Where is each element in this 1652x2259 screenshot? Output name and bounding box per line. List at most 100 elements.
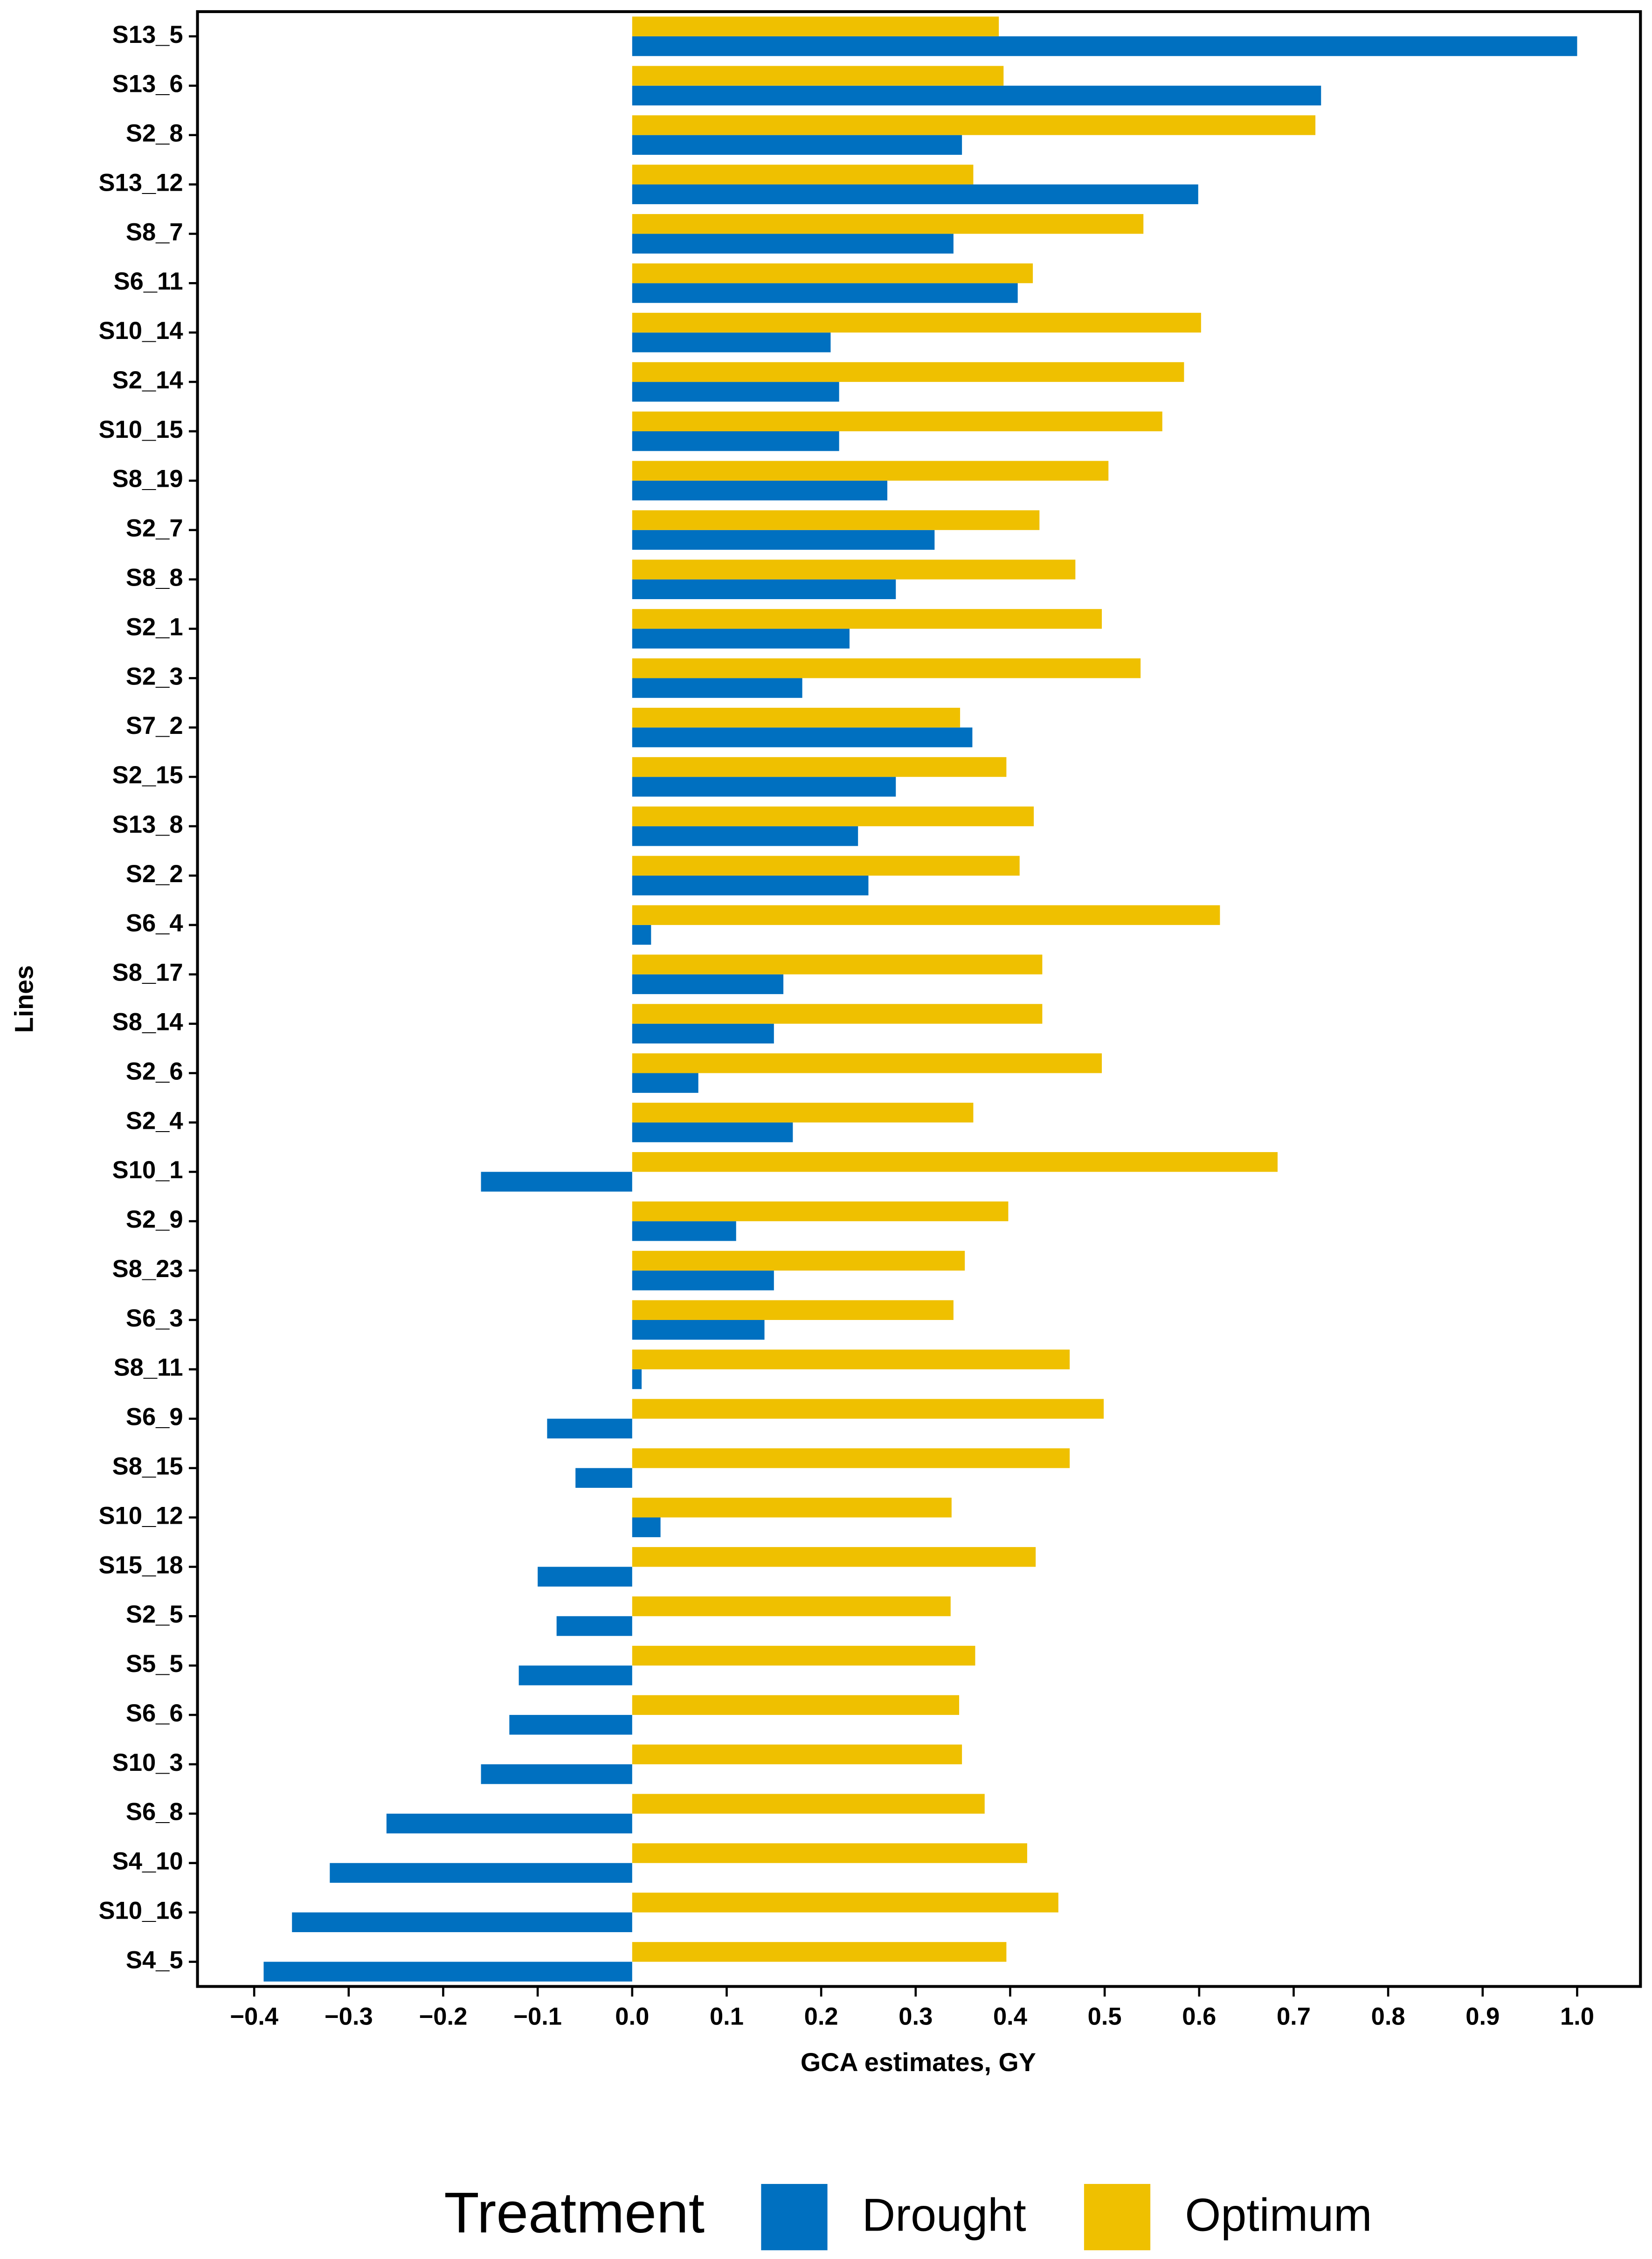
bar: [330, 1863, 632, 1883]
x-tick-label: −0.2: [419, 2003, 468, 2030]
bar: [632, 658, 1141, 678]
bar: [632, 1645, 975, 1666]
y-tick-label: S2_3: [126, 663, 183, 690]
bar: [263, 1962, 632, 1982]
bar: [632, 629, 850, 649]
y-tick-label: S2_15: [112, 761, 183, 789]
bar: [632, 480, 888, 501]
bar: [386, 1813, 632, 1834]
y-tick-label: S10_16: [98, 1897, 183, 1925]
y-tick-label: S2_8: [126, 120, 183, 147]
y-tick-label: S15_18: [98, 1551, 183, 1579]
bar: [632, 678, 802, 698]
bar: [632, 1843, 1027, 1863]
x-tick-label: −0.1: [513, 2003, 562, 2030]
bar: [632, 1744, 962, 1764]
y-tick-label: S6_11: [114, 268, 183, 295]
y-tick-label: S2_6: [126, 1057, 183, 1085]
bar: [481, 1172, 632, 1192]
bar: [632, 85, 1321, 106]
bar: [632, 1300, 954, 1320]
bar: [632, 1794, 985, 1814]
legend-swatch: [1084, 2184, 1151, 2251]
y-tick-label: S2_9: [126, 1206, 183, 1233]
y-tick-label: S13_8: [112, 811, 183, 838]
x-tick-label: 0.9: [1465, 2003, 1500, 2030]
y-tick-label: S6_9: [126, 1403, 183, 1431]
bar: [632, 925, 651, 945]
bar: [632, 461, 1109, 481]
x-tick-label: 0.3: [899, 2003, 933, 2030]
bar: [632, 332, 831, 352]
bar: [632, 66, 1004, 86]
bar: [632, 382, 839, 402]
bar: [632, 974, 784, 995]
x-tick-label: 0.0: [615, 2003, 649, 2030]
bar: [632, 214, 1144, 234]
bar: [632, 826, 858, 846]
bar: [632, 135, 962, 155]
bar: [632, 560, 1076, 580]
bar: [632, 757, 1007, 777]
bar: [632, 1893, 1058, 1913]
bar: [481, 1764, 632, 1784]
bar: [632, 905, 1220, 925]
legend-swatch: [761, 2184, 828, 2251]
bar: [632, 184, 1198, 204]
x-tick-label: 0.5: [1088, 2003, 1122, 2030]
bar: [632, 1399, 1104, 1419]
bar: [632, 727, 973, 747]
bar: [632, 312, 1201, 333]
y-tick-label: S10_12: [98, 1502, 183, 1529]
y-tick-label: S10_15: [98, 416, 183, 443]
bar: [632, 165, 974, 185]
y-tick-label: S8_17: [112, 959, 183, 987]
x-tick-label: 1.0: [1560, 2003, 1594, 2030]
bar: [632, 954, 1043, 974]
x-tick-label: 0.8: [1371, 2003, 1405, 2030]
y-tick-label: S2_4: [126, 1107, 183, 1134]
y-tick-label: S6_6: [126, 1699, 183, 1727]
bar: [632, 115, 1316, 135]
x-tick-label: 0.2: [804, 2003, 838, 2030]
y-tick-label: S13_6: [112, 70, 183, 98]
bar: [538, 1567, 632, 1587]
y-tick-label: S2_2: [126, 860, 183, 888]
bar: [632, 875, 869, 896]
bar: [632, 431, 839, 451]
y-tick-label: S6_4: [126, 910, 183, 937]
bar: [632, 1517, 661, 1537]
bar: [632, 1695, 960, 1715]
bar: [292, 1912, 632, 1932]
bar: [632, 510, 1040, 530]
x-tick-label: −0.3: [325, 2003, 373, 2030]
bar: [632, 411, 1162, 431]
legend-title: Treatment: [444, 2181, 705, 2245]
bar: [632, 1369, 642, 1389]
bar: [632, 806, 1034, 827]
y-tick-label: S8_19: [112, 465, 183, 493]
y-tick-label: S8_7: [126, 218, 183, 246]
legend-label: Optimum: [1185, 2189, 1372, 2240]
bar: [632, 362, 1184, 382]
bar: [632, 1596, 951, 1617]
bar: [632, 234, 954, 254]
y-tick-label: S2_14: [112, 366, 183, 394]
bar: [632, 1250, 965, 1271]
y-tick-label: S10_3: [112, 1749, 183, 1776]
bar: [509, 1715, 632, 1735]
y-axis-title: Lines: [9, 965, 38, 1033]
x-axis-title: GCA estimates, GY: [801, 2048, 1036, 2077]
bar: [575, 1468, 632, 1488]
y-tick-label: S2_7: [126, 515, 183, 542]
bar: [632, 283, 1018, 303]
bar: [632, 856, 1020, 876]
y-tick-label: S4_5: [126, 1946, 183, 1974]
bar: [632, 609, 1102, 629]
legend-label: Drought: [862, 2189, 1026, 2240]
bar: [632, 1023, 774, 1044]
bar: [632, 530, 935, 550]
y-tick-label: S5_5: [126, 1650, 183, 1678]
